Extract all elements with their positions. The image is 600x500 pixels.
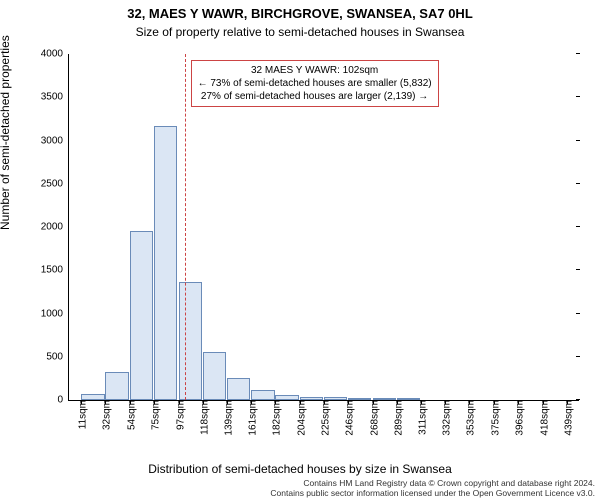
x-axis-label: Distribution of semi-detached houses by … <box>0 462 600 476</box>
y-axis-label: Number of semi-detached properties <box>0 35 12 230</box>
x-tick-label: 396sqm <box>510 400 525 436</box>
y-tick-label: 3000 <box>41 135 69 146</box>
x-tick-label: 289sqm <box>389 400 404 436</box>
histogram-bar <box>251 390 274 400</box>
property-marker-line <box>185 54 186 400</box>
x-tick-label: 97sqm <box>171 400 186 430</box>
histogram-bar <box>300 397 323 400</box>
histogram-bar <box>130 231 153 400</box>
histogram-bar <box>324 397 347 400</box>
chart-title: 32, MAES Y WAWR, BIRCHGROVE, SWANSEA, SA… <box>0 0 600 23</box>
histogram-bar <box>105 372 128 400</box>
plot-area: 0500100015002000250030003500400011sqm32s… <box>68 54 579 401</box>
x-tick-label: 246sqm <box>340 400 355 436</box>
y-tick-label: 2000 <box>41 222 69 233</box>
y-tick-label: 4000 <box>41 49 69 60</box>
chart-container: 32, MAES Y WAWR, BIRCHGROVE, SWANSEA, SA… <box>0 0 600 500</box>
footer-line-1: Contains HM Land Registry data © Crown c… <box>0 478 595 488</box>
histogram-bar <box>348 398 371 400</box>
x-tick-label: 418sqm <box>535 400 550 436</box>
histogram-bar <box>397 398 420 400</box>
annotation-box: 32 MAES Y WAWR: 102sqm← 73% of semi-deta… <box>191 60 439 107</box>
y-tick-label: 0 <box>57 395 69 406</box>
x-tick-label: 439sqm <box>559 400 574 436</box>
annotation-line: 27% of semi-detached houses are larger (… <box>198 90 432 103</box>
x-tick-label: 332sqm <box>438 400 453 436</box>
y-tick-label: 3500 <box>41 92 69 103</box>
x-tick-label: 204sqm <box>293 400 308 436</box>
y-tick-label: 500 <box>46 351 69 362</box>
histogram-bar <box>179 282 202 401</box>
x-tick-label: 11sqm <box>74 400 89 429</box>
y-tick-label: 1500 <box>41 265 69 276</box>
x-tick-label: 268sqm <box>365 400 380 436</box>
y-tick-label: 1000 <box>41 308 69 319</box>
x-tick-label: 161sqm <box>244 400 259 436</box>
histogram-bar <box>275 395 298 400</box>
histogram-bar <box>81 394 104 400</box>
x-tick-label: 375sqm <box>487 400 502 436</box>
x-tick-label: 139sqm <box>219 400 234 436</box>
x-tick-label: 182sqm <box>268 400 283 436</box>
x-tick-label: 75sqm <box>147 400 162 430</box>
x-tick-label: 311sqm <box>414 400 429 435</box>
x-tick-label: 225sqm <box>317 400 332 436</box>
x-tick-label: 118sqm <box>195 400 210 435</box>
annotation-line: ← 73% of semi-detached houses are smalle… <box>198 77 432 90</box>
footer-line-2: Contains public sector information licen… <box>0 488 595 498</box>
x-tick-label: 54sqm <box>123 400 138 430</box>
histogram-bar <box>227 378 250 400</box>
footer-attribution: Contains HM Land Registry data © Crown c… <box>0 478 595 498</box>
chart-subtitle: Size of property relative to semi-detach… <box>0 23 600 39</box>
x-tick-label: 32sqm <box>98 400 113 430</box>
x-tick-label: 353sqm <box>462 400 477 436</box>
y-tick-label: 2500 <box>41 178 69 189</box>
annotation-line: 32 MAES Y WAWR: 102sqm <box>198 64 432 77</box>
histogram-bar <box>203 352 226 400</box>
histogram-bar <box>373 398 396 400</box>
histogram-bar <box>154 126 177 400</box>
